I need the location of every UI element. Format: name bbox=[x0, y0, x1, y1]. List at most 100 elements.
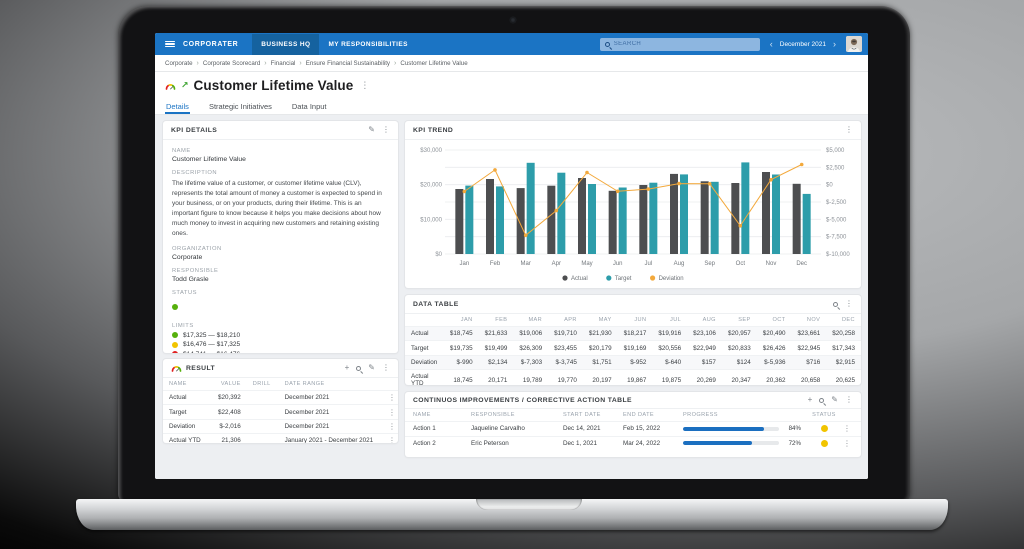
svg-text:Aug: Aug bbox=[674, 261, 685, 267]
search-icon bbox=[604, 41, 610, 47]
month-col-header: JUN bbox=[634, 317, 647, 323]
data-cell: $26,309 bbox=[513, 340, 549, 356]
kebab-icon[interactable]: ⋮ bbox=[382, 125, 390, 134]
menu-icon[interactable] bbox=[165, 40, 175, 48]
status-dot bbox=[820, 425, 828, 433]
svg-text:$2,500: $2,500 bbox=[826, 165, 845, 171]
result-name: Deviation bbox=[163, 418, 210, 434]
result-name: Target bbox=[163, 404, 210, 420]
row-kebab-icon[interactable]: ⋮ bbox=[843, 424, 851, 434]
period-label[interactable]: December 2021 bbox=[779, 40, 826, 48]
svg-text:$5,000: $5,000 bbox=[826, 148, 845, 154]
row-kebab-icon[interactable]: ⋮ bbox=[843, 438, 851, 448]
edit-icon[interactable]: ✎ bbox=[831, 395, 838, 404]
status-label: STATUS bbox=[172, 290, 198, 297]
result-col-header: DRILL bbox=[252, 381, 271, 387]
corrective-action-panel: CONTINUOS IMPROVEMENTS / CORRECTIVE ACTI… bbox=[405, 392, 861, 457]
result-drill bbox=[246, 418, 279, 434]
edit-icon[interactable]: ✎ bbox=[368, 125, 375, 134]
data-cell: $26,426 bbox=[756, 340, 792, 356]
tab-details[interactable]: Details bbox=[165, 99, 190, 114]
action-table-header: NAME RESPONSIBLE START DATE END DATE PROGR… bbox=[413, 412, 836, 418]
action-progress: 72% bbox=[683, 440, 807, 447]
row-kebab-icon[interactable]: ⋮ bbox=[386, 389, 398, 405]
data-row-label: Deviation bbox=[405, 354, 444, 370]
breadcrumb-item[interactable]: Customer Lifetime Value bbox=[400, 59, 468, 67]
period-picker: ‹ December 2021 › bbox=[769, 38, 836, 49]
data-cell: $22,949 bbox=[687, 340, 722, 356]
tab-strategic-initiatives[interactable]: Strategic Initiatives bbox=[208, 102, 272, 111]
nav-item-my-responsibilities[interactable]: MY RESPONSIBILITIES bbox=[328, 40, 408, 48]
svg-text:Actual: Actual bbox=[571, 276, 588, 282]
tab-data-input[interactable]: Data Input bbox=[291, 102, 327, 111]
data-cell: $23,661 bbox=[791, 325, 827, 341]
svg-text:May: May bbox=[581, 261, 592, 267]
limit-row: $17,325 — $18,210 bbox=[172, 332, 389, 339]
trend-up-icon: ↗ bbox=[181, 80, 189, 90]
month-col-header: MAR bbox=[528, 317, 543, 323]
chevron-left-icon[interactable]: ‹ bbox=[769, 38, 773, 49]
breadcrumb-separator: › bbox=[264, 59, 267, 67]
data-table-title: DATA TABLE bbox=[413, 300, 459, 308]
breadcrumb-item[interactable]: Corporate Scorecard bbox=[202, 59, 261, 67]
kebab-icon[interactable]: ⋮ bbox=[382, 363, 390, 372]
breadcrumb-item[interactable]: Corporate bbox=[165, 59, 193, 67]
add-icon[interactable]: + bbox=[807, 395, 813, 404]
action-row: Action 1 Jaqueline Carvalho Dec 14, 2021… bbox=[405, 421, 861, 436]
row-kebab-icon[interactable]: ⋮ bbox=[386, 404, 398, 420]
data-cell: 20,625 bbox=[826, 369, 861, 385]
search-icon[interactable] bbox=[833, 301, 838, 307]
edit-icon[interactable]: ✎ bbox=[368, 363, 375, 372]
result-value: $20,392 bbox=[209, 389, 247, 405]
kebab-icon[interactable]: ⋮ bbox=[845, 395, 853, 404]
svg-text:$0: $0 bbox=[826, 183, 833, 189]
data-cell: $20,957 bbox=[721, 325, 757, 341]
data-cell: $19,006 bbox=[513, 325, 549, 341]
result-col-header: VALUE bbox=[220, 381, 241, 387]
breadcrumb-item[interactable]: Financial bbox=[270, 59, 296, 67]
data-cell: 19,875 bbox=[652, 369, 688, 385]
search-icon[interactable] bbox=[819, 397, 825, 403]
kpi-responsible: Todd Grasle bbox=[172, 276, 209, 284]
svg-text:Deviation: Deviation bbox=[659, 276, 684, 282]
data-cell: $-7,303 bbox=[513, 354, 549, 370]
result-table: NAME VALUE DRILL DATE RANGE Actual $20,392 … bbox=[163, 378, 398, 443]
action-table-title: CONTINUOS IMPROVEMENTS / CORRECTIVE ACTI… bbox=[413, 396, 632, 404]
breadcrumb-item[interactable]: Ensure Financial Sustainability bbox=[305, 59, 391, 67]
kebab-icon[interactable]: ⋮ bbox=[845, 299, 853, 308]
add-icon[interactable]: + bbox=[344, 363, 350, 372]
data-cell: $1,751 bbox=[582, 354, 618, 370]
data-cell: $20,833 bbox=[721, 340, 757, 356]
svg-text:Jun: Jun bbox=[613, 261, 623, 267]
result-gauge-icon bbox=[171, 364, 182, 372]
result-date-range: December 2021 bbox=[278, 418, 386, 434]
kebab-icon[interactable]: ⋮ bbox=[845, 125, 853, 134]
chevron-right-icon[interactable]: › bbox=[833, 38, 836, 49]
search-input[interactable] bbox=[613, 41, 755, 47]
search-icon[interactable] bbox=[356, 365, 362, 371]
svg-text:$-2,500: $-2,500 bbox=[826, 200, 847, 206]
search-box[interactable] bbox=[599, 37, 760, 51]
page-header: ↗ Customer Lifetime Value ⋮ bbox=[155, 72, 868, 99]
data-cell: $20,179 bbox=[582, 340, 618, 356]
data-cell: $20,556 bbox=[652, 340, 688, 356]
month-col-header: OCT bbox=[772, 317, 786, 323]
month-col-header: DEC bbox=[841, 317, 855, 323]
progress-track bbox=[683, 441, 779, 446]
data-row-label: Actual YTD bbox=[405, 369, 444, 385]
row-kebab-icon[interactable]: ⋮ bbox=[386, 433, 398, 443]
limit-dot bbox=[172, 332, 178, 339]
data-cell: $21,930 bbox=[582, 325, 618, 341]
corporater-logo[interactable]: CORPORATER bbox=[183, 40, 239, 48]
data-cell: $124 bbox=[721, 354, 757, 370]
organization-label: ORGANIZATION bbox=[172, 246, 222, 253]
data-cell: 20,658 bbox=[791, 369, 827, 385]
data-cell: 19,867 bbox=[617, 369, 653, 385]
page-kebab-icon[interactable]: ⋮ bbox=[360, 80, 370, 90]
row-kebab-icon[interactable]: ⋮ bbox=[386, 418, 398, 434]
user-avatar[interactable] bbox=[846, 36, 862, 52]
progress-percent: 84% bbox=[788, 425, 801, 433]
content-area: KPI DETAILS ✎ ⋮ NAME Customer Lifetime V… bbox=[155, 115, 868, 479]
nav-item-business-hq[interactable]: BUSINESS HQ bbox=[252, 33, 320, 55]
limit-range: $16,476 — $17,325 bbox=[183, 341, 241, 349]
